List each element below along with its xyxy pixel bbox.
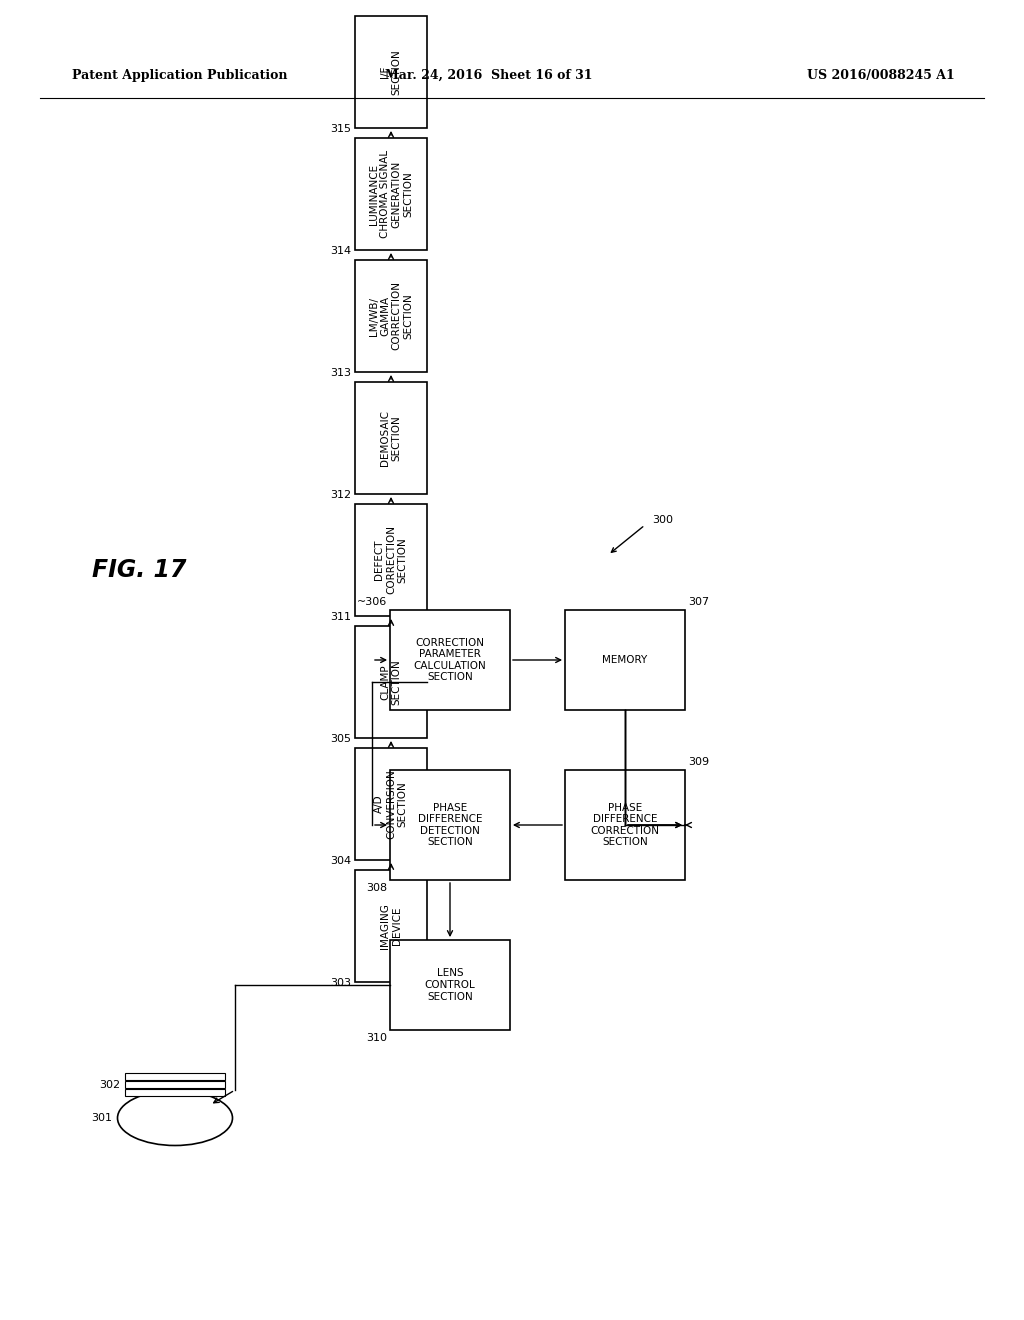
Text: LUMINANCE
CHROMA SIGNAL
GENERATION
SECTION: LUMINANCE CHROMA SIGNAL GENERATION SECTI…: [369, 150, 414, 238]
Text: 312: 312: [330, 490, 351, 500]
Text: PHASE
DIFFERENCE
DETECTION
SECTION: PHASE DIFFERENCE DETECTION SECTION: [418, 803, 482, 847]
Text: 313: 313: [330, 368, 351, 378]
Text: FIG. 17: FIG. 17: [92, 558, 186, 582]
Bar: [390, 940, 510, 1030]
Text: A/D
CONVERSION
SECTION: A/D CONVERSION SECTION: [375, 770, 408, 840]
Bar: [125, 1073, 225, 1080]
Bar: [355, 504, 427, 616]
Bar: [565, 770, 685, 880]
Text: 311: 311: [330, 612, 351, 622]
Bar: [125, 1089, 225, 1096]
Bar: [355, 870, 427, 982]
Text: 309: 309: [688, 756, 710, 767]
Text: 307: 307: [688, 597, 710, 607]
Text: I/F
SECTION: I/F SECTION: [380, 49, 401, 95]
Text: 314: 314: [330, 246, 351, 256]
Text: LENS
CONTROL
SECTION: LENS CONTROL SECTION: [425, 969, 475, 1002]
Text: 302: 302: [99, 1080, 120, 1090]
Bar: [390, 770, 510, 880]
Text: 308: 308: [366, 883, 387, 894]
Bar: [565, 610, 685, 710]
Text: Mar. 24, 2016  Sheet 16 of 31: Mar. 24, 2016 Sheet 16 of 31: [385, 69, 593, 82]
Bar: [355, 748, 427, 861]
Text: 301: 301: [91, 1113, 113, 1123]
Bar: [355, 626, 427, 738]
Text: 305: 305: [330, 734, 351, 744]
Text: LM/WB/
GAMMA
CORRECTION
SECTION: LM/WB/ GAMMA CORRECTION SECTION: [369, 281, 414, 351]
Text: 300: 300: [652, 515, 673, 525]
Text: MEMORY: MEMORY: [602, 655, 647, 665]
Text: ~306: ~306: [356, 597, 387, 607]
Text: 310: 310: [366, 1034, 387, 1043]
Bar: [355, 139, 427, 249]
Text: IMAGING
DEVICE: IMAGING DEVICE: [380, 903, 401, 949]
Text: 315: 315: [330, 124, 351, 135]
Text: CLAMP
SECTION: CLAMP SECTION: [380, 659, 401, 705]
Text: 304: 304: [330, 855, 351, 866]
Ellipse shape: [118, 1090, 232, 1146]
Text: Patent Application Publication: Patent Application Publication: [72, 69, 288, 82]
Text: DEMOSAIC
SECTION: DEMOSAIC SECTION: [380, 411, 401, 466]
Text: CORRECTION
PARAMETER
CALCULATION
SECTION: CORRECTION PARAMETER CALCULATION SECTION: [414, 638, 486, 682]
Bar: [390, 610, 510, 710]
Bar: [125, 1081, 225, 1088]
Text: US 2016/0088245 A1: US 2016/0088245 A1: [807, 69, 955, 82]
Text: DEFECT
CORRECTION
SECTION: DEFECT CORRECTION SECTION: [375, 525, 408, 594]
Bar: [355, 381, 427, 494]
Text: PHASE
DIFFERENCE
CORRECTION
SECTION: PHASE DIFFERENCE CORRECTION SECTION: [591, 803, 659, 847]
Bar: [355, 260, 427, 372]
Bar: [355, 16, 427, 128]
Text: 303: 303: [330, 978, 351, 987]
